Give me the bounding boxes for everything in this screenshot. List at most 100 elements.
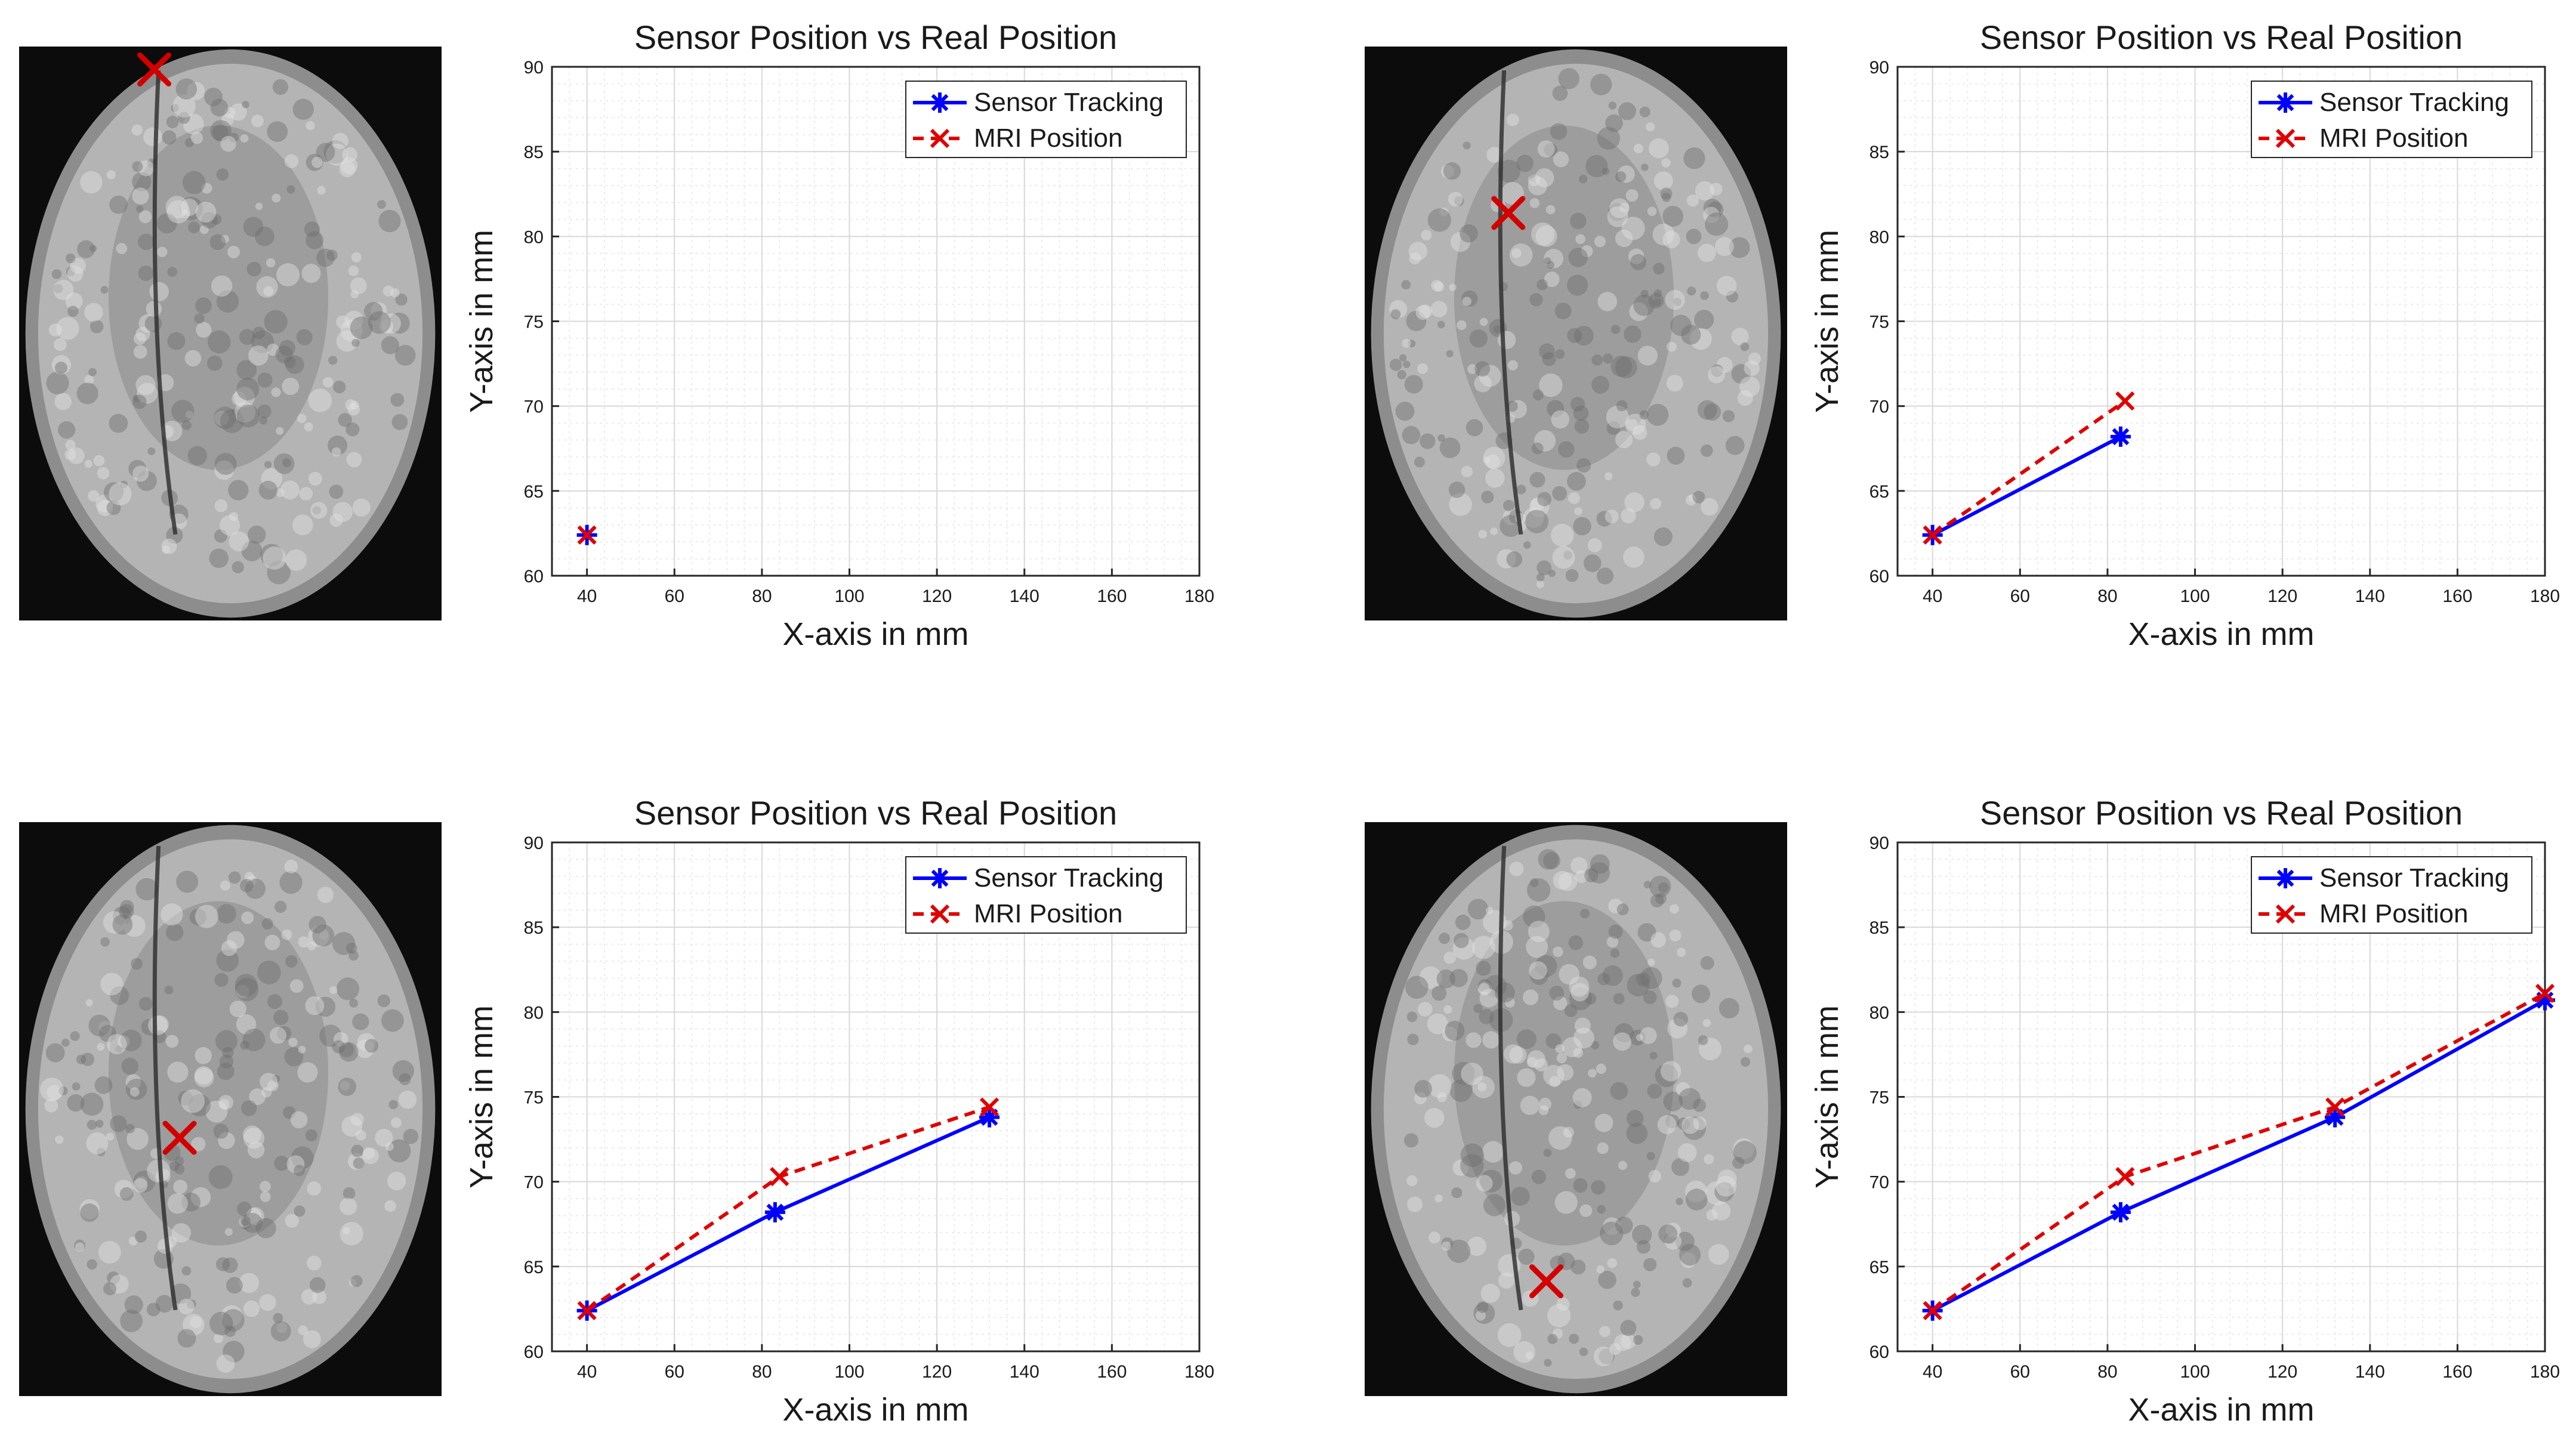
mri-texture-speckle xyxy=(1568,935,1583,950)
y-tick-label: 85 xyxy=(524,143,544,162)
mri-texture-speckle xyxy=(138,997,153,1011)
mri-texture-speckle xyxy=(381,1009,404,1032)
mri-texture-speckle xyxy=(312,924,335,947)
mri-texture-speckle xyxy=(261,918,273,930)
mri-texture-speckle xyxy=(1614,1023,1634,1043)
mri-texture-speckle xyxy=(340,1222,363,1246)
mri-texture-speckle xyxy=(86,1132,109,1154)
mri-texture-speckle xyxy=(100,937,110,947)
mri-texture-speckle xyxy=(1548,1126,1572,1150)
mri-texture-speckle xyxy=(165,1035,179,1048)
legend-entry-label: Sensor Tracking xyxy=(2319,88,2509,117)
chart-title: Sensor Position vs Real Position xyxy=(1980,18,2463,56)
mri-texture-speckle xyxy=(103,1282,116,1296)
mri-texture-speckle xyxy=(212,124,229,141)
mri-texture-speckle xyxy=(371,302,387,319)
series-line xyxy=(1931,399,2126,537)
mri-texture-speckle xyxy=(1476,1175,1493,1192)
mri-texture-speckle xyxy=(1677,1117,1690,1131)
mri-texture-speckle xyxy=(1646,403,1669,426)
mri-texture-speckle xyxy=(132,394,141,403)
mri-texture-speckle xyxy=(244,872,254,882)
mri-texture-speckle xyxy=(97,1147,106,1157)
mri-texture-speckle xyxy=(308,925,329,947)
mri-texture-speckle xyxy=(1637,923,1656,942)
legend-entry-label: MRI Position xyxy=(974,123,1122,153)
mri-texture-speckle xyxy=(245,878,266,899)
mri-texture-speckle xyxy=(1552,85,1568,101)
mri-texture-speckle xyxy=(132,394,147,409)
mri-texture-speckle xyxy=(272,79,289,95)
mri-texture-speckle xyxy=(243,1128,265,1149)
mri-texture-speckle xyxy=(216,168,229,181)
mri-texture-speckle xyxy=(214,406,236,430)
mri-texture-speckle xyxy=(1509,243,1533,267)
mri-texture-speckle xyxy=(267,343,279,356)
mri-texture-speckle xyxy=(1503,1044,1523,1064)
mri-texture-speckle xyxy=(1547,400,1565,418)
x-tick-label: 180 xyxy=(2530,1362,2560,1382)
mri-texture-speckle xyxy=(1479,989,1498,1008)
x-tick-label: 100 xyxy=(2180,586,2210,606)
mri-texture-speckle xyxy=(44,1098,58,1113)
mri-texture-speckle xyxy=(1647,206,1657,217)
mri-texture-speckle xyxy=(120,480,128,489)
mri-texture-speckle xyxy=(1454,933,1469,949)
mri-texture-speckle xyxy=(1661,193,1671,202)
mri-texture-speckle xyxy=(166,924,184,941)
mri-texture-speckle xyxy=(305,1129,318,1142)
mri-texture-speckle xyxy=(1711,1202,1731,1221)
mri-texture-speckle xyxy=(1405,975,1429,999)
legend: Sensor Tracking MRI Position xyxy=(2251,856,2532,934)
mri-texture-speckle xyxy=(332,932,356,955)
mri-texture-speckle xyxy=(95,1119,104,1128)
mri-texture-speckle xyxy=(220,881,230,891)
mri-texture-speckle xyxy=(227,931,245,949)
mri-texture-speckle xyxy=(303,1330,321,1348)
mri-texture-speckle xyxy=(182,171,206,194)
mri-texture-speckle xyxy=(47,1085,62,1100)
mri-texture-speckle xyxy=(218,1095,234,1110)
mri-texture-speckle xyxy=(1693,1098,1706,1112)
mri-texture-speckle xyxy=(336,330,358,352)
mri-texture-speckle xyxy=(236,1014,257,1035)
x-tick-label: 60 xyxy=(2010,586,2030,606)
x-tick-label: 120 xyxy=(2268,586,2297,606)
mri-texture-speckle xyxy=(1430,301,1448,317)
mri-texture-speckle xyxy=(125,1078,147,1100)
mri-texture-speckle xyxy=(336,315,350,329)
mri-texture-speckle xyxy=(1664,1233,1682,1250)
mri-texture-speckle xyxy=(65,440,76,450)
mri-texture-speckle xyxy=(1542,352,1556,366)
x-marker-icon xyxy=(577,1301,597,1320)
mri-texture-speckle xyxy=(1626,1122,1648,1144)
mri-texture-speckle xyxy=(1482,1031,1500,1049)
mri-texture-speckle xyxy=(131,124,143,136)
mri-texture-speckle xyxy=(1574,507,1582,515)
mri-texture-speckle xyxy=(1573,405,1589,421)
mri-texture-speckle xyxy=(183,1314,205,1336)
mri-texture-speckle xyxy=(263,546,286,570)
mri-texture-speckle xyxy=(1428,1231,1440,1244)
mri-texture-speckle xyxy=(1467,364,1477,374)
mri-texture-speckle xyxy=(221,1305,243,1327)
mri-texture-speckle xyxy=(1535,955,1557,977)
mri-dark-region xyxy=(108,901,329,1246)
y-tick-label: 70 xyxy=(1869,397,1889,417)
mri-texture-speckle xyxy=(394,345,416,366)
mri-texture-speckle xyxy=(76,382,98,405)
mri-texture-speckle xyxy=(1692,490,1705,504)
x-tick-label: 160 xyxy=(1097,586,1127,606)
mri-texture-speckle xyxy=(1671,1158,1689,1177)
mri-texture-speckle xyxy=(1611,356,1633,377)
mri-texture-speckle xyxy=(1397,370,1406,379)
mri-texture-speckle xyxy=(242,1029,266,1051)
mri-texture-speckle xyxy=(51,355,72,375)
x-tick-label: 40 xyxy=(1923,586,1942,606)
mri-texture-speckle xyxy=(1553,996,1568,1011)
mri-texture-speckle xyxy=(1695,181,1714,200)
mri-texture-speckle xyxy=(1613,1300,1623,1311)
mri-texture-speckle xyxy=(227,245,240,259)
mri-texture-speckle xyxy=(1549,986,1565,1001)
